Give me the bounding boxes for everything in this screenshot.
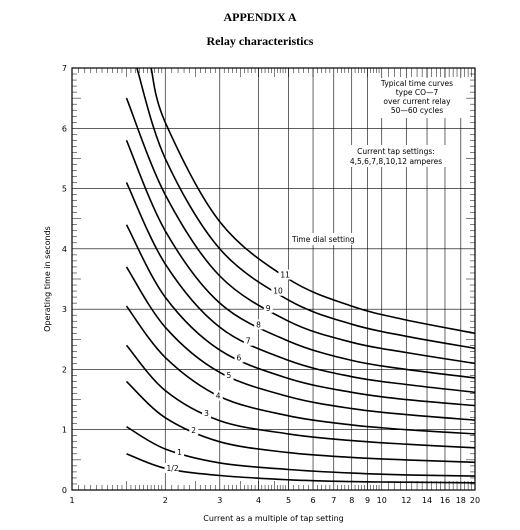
y-tick-label: 4 xyxy=(62,245,67,254)
curve-label-bg xyxy=(213,390,223,401)
x-tick-label: 20 xyxy=(470,496,480,505)
curve-label-bg xyxy=(263,302,273,313)
appendix-title: APPENDIX A xyxy=(223,10,297,24)
note-line: over current relay xyxy=(383,97,451,106)
curve-label: 5 xyxy=(227,371,232,380)
y-tick-label: 7 xyxy=(62,64,67,73)
x-tick-label: 16 xyxy=(440,496,450,505)
x-tick-label: 14 xyxy=(422,496,432,505)
y-tick-label: 2 xyxy=(62,365,67,374)
x-tick-label: 1 xyxy=(69,496,74,505)
chart-title: Relay characteristics xyxy=(206,34,314,48)
y-axis-label: Operating time in seconds xyxy=(43,226,52,332)
y-tick-label: 5 xyxy=(62,185,67,194)
curve-label: 1/2 xyxy=(167,464,179,473)
note-bg xyxy=(289,233,367,245)
x-tick-label: 3 xyxy=(217,496,222,505)
curve-label: 3 xyxy=(204,409,209,418)
x-tick-label: 4 xyxy=(256,496,261,505)
note-bg xyxy=(338,145,454,167)
curve-label: 9 xyxy=(266,304,271,313)
x-tick-label: 18 xyxy=(456,496,466,505)
note-line: Current tap settings: xyxy=(357,147,435,156)
curve-label: 11 xyxy=(280,271,290,280)
x-tick-label: 6 xyxy=(310,496,315,505)
note-line: 50—60 cycles xyxy=(391,106,443,115)
note-line: 4,5,6,7,8,10,12 amperes xyxy=(350,157,442,166)
curve-label-bg xyxy=(271,285,286,296)
curve-2 xyxy=(125,380,476,464)
curve-label-bg xyxy=(224,370,234,381)
curve-1-2 xyxy=(126,453,476,484)
x-tick-label: 8 xyxy=(349,496,354,505)
curve-3 xyxy=(125,344,476,449)
curve-label: 4 xyxy=(216,392,221,401)
curve-6 xyxy=(125,224,476,407)
x-tick-label: 5 xyxy=(286,496,291,505)
x-tick-label: 10 xyxy=(377,496,387,505)
x-tick-label: 9 xyxy=(365,496,370,505)
y-tick-label: 6 xyxy=(62,124,67,133)
y-tick-label: 0 xyxy=(62,486,67,495)
curve-5 xyxy=(125,266,476,421)
curve-label: 7 xyxy=(246,337,251,346)
curve-label-bg xyxy=(278,269,293,280)
curve-label: 6 xyxy=(237,354,242,363)
note-line: Typical time curves xyxy=(380,79,453,88)
x-tick-label: 12 xyxy=(401,496,411,505)
note-bg xyxy=(373,78,463,118)
curve-label-bg xyxy=(243,335,253,346)
y-tick-label: 3 xyxy=(62,305,67,314)
x-tick-label: 7 xyxy=(331,496,336,505)
curve-label: 1 xyxy=(177,448,182,457)
dial-setting-label: Time dial setting xyxy=(291,235,355,244)
curve-4 xyxy=(125,305,476,435)
curve-9 xyxy=(125,97,476,365)
curve-label-bg xyxy=(189,424,199,435)
curve-8 xyxy=(125,139,476,379)
curve-label-bg xyxy=(254,319,264,330)
curve-label: 10 xyxy=(273,287,283,296)
curve-7 xyxy=(125,182,476,394)
note-line: type CO—7 xyxy=(396,88,439,97)
x-axis-label: Current as a multiple of tap setting xyxy=(203,514,344,523)
curve-label-bg xyxy=(234,352,244,363)
curve-label-bg xyxy=(202,408,212,419)
y-tick-label: 1 xyxy=(62,426,67,435)
curve-label: 2 xyxy=(191,426,196,435)
curve-label-bg xyxy=(164,462,179,473)
grid xyxy=(72,68,475,490)
curve-1 xyxy=(126,426,476,477)
curve-label-bg xyxy=(175,447,185,458)
plot-frame xyxy=(71,67,476,491)
curve-label: 8 xyxy=(256,320,261,329)
x-tick-label: 2 xyxy=(163,496,168,505)
